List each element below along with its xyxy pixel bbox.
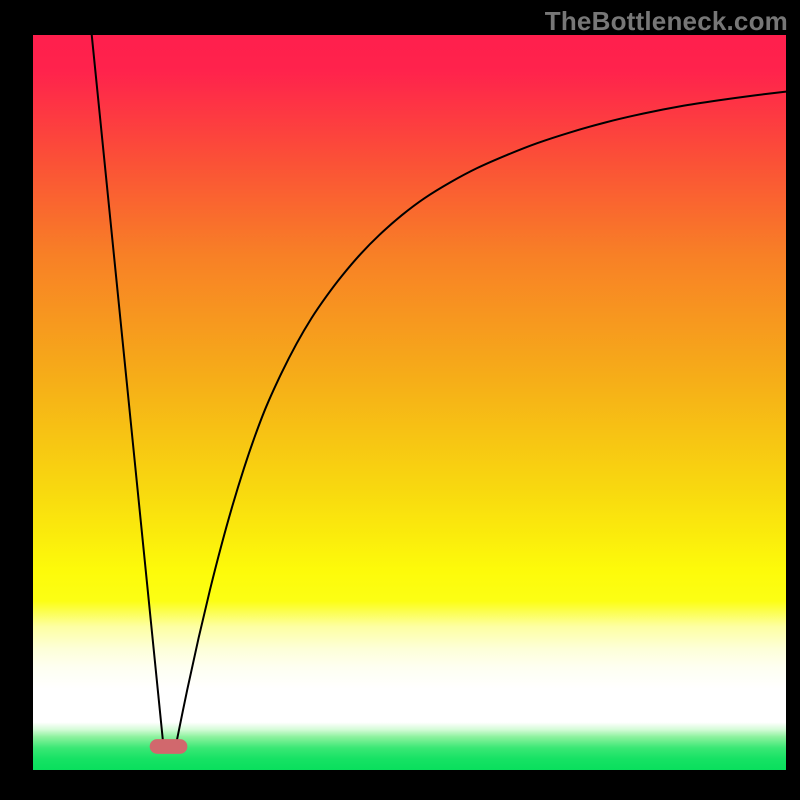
chart-plot-bg [33, 35, 786, 770]
chart-container: TheBottleneck.com [0, 0, 800, 800]
watermark-label: TheBottleneck.com [545, 6, 788, 37]
bottleneck-chart [0, 0, 800, 800]
bottleneck-marker [150, 739, 188, 754]
